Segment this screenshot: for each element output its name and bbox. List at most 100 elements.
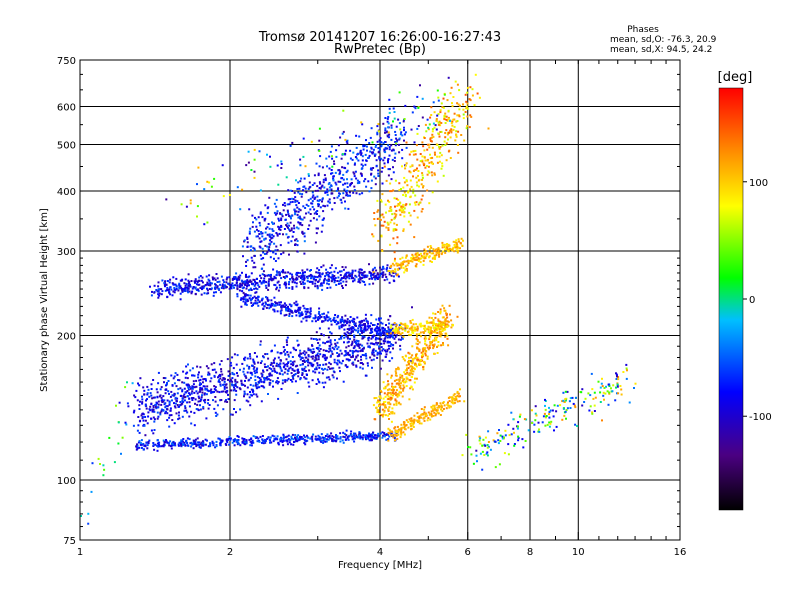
data-point	[168, 400, 171, 403]
data-point	[382, 340, 385, 342]
data-point	[465, 107, 468, 110]
data-point	[425, 165, 428, 167]
data-point	[400, 427, 403, 430]
data-point	[416, 412, 419, 415]
data-point	[436, 346, 438, 348]
data-point	[225, 286, 228, 289]
data-point	[278, 226, 281, 229]
data-point	[398, 324, 401, 327]
data-point	[352, 280, 354, 283]
data-point	[319, 182, 322, 185]
data-point	[271, 236, 274, 239]
data-point	[456, 391, 459, 394]
data-point	[398, 326, 401, 329]
data-point	[411, 373, 414, 376]
data-point	[378, 328, 381, 331]
data-point	[396, 425, 399, 428]
data-point	[234, 384, 237, 386]
data-point	[309, 310, 312, 313]
data-point	[177, 388, 180, 391]
data-point	[389, 207, 392, 210]
data-point	[313, 278, 315, 281]
data-point	[155, 407, 158, 410]
data-point	[391, 410, 394, 413]
data-point	[381, 436, 384, 439]
data-point	[209, 380, 212, 383]
data-point	[197, 409, 200, 412]
data-point	[333, 361, 336, 364]
data-point	[361, 159, 364, 162]
data-point	[199, 287, 202, 289]
data-point	[244, 303, 247, 306]
data-point	[177, 289, 180, 292]
data-point	[226, 276, 229, 279]
data-point	[394, 152, 397, 155]
data-point	[388, 388, 391, 391]
data-point	[225, 383, 228, 386]
data-point	[213, 287, 216, 290]
data-point	[327, 183, 330, 186]
data-point	[327, 274, 330, 276]
data-point	[309, 208, 312, 211]
data-point	[399, 344, 402, 347]
data-point	[222, 390, 225, 393]
data-point	[542, 415, 545, 418]
data-point	[240, 383, 243, 386]
data-point	[302, 281, 305, 284]
data-point	[337, 180, 340, 183]
data-point	[418, 341, 421, 344]
data-point	[223, 286, 226, 289]
data-point	[260, 380, 263, 383]
data-point	[327, 350, 330, 353]
data-point	[282, 269, 284, 272]
data-point	[393, 217, 396, 220]
data-point	[366, 362, 369, 365]
data-point	[401, 165, 403, 168]
data-point	[403, 260, 406, 263]
data-point	[387, 402, 390, 405]
data-point	[228, 287, 231, 290]
data-point	[262, 356, 265, 359]
data-point	[260, 400, 263, 403]
data-point	[298, 222, 301, 225]
data-point	[165, 440, 168, 443]
data-point	[297, 344, 300, 347]
data-point	[388, 146, 391, 149]
data-point	[394, 398, 397, 401]
data-point	[393, 111, 396, 113]
data-point	[327, 278, 330, 281]
data-point	[410, 128, 413, 131]
data-point	[378, 347, 381, 350]
data-point	[391, 270, 394, 273]
data-point	[263, 376, 265, 379]
data-point	[274, 252, 277, 255]
data-point	[293, 227, 296, 230]
data-point	[143, 424, 146, 427]
data-point	[206, 283, 209, 286]
data-point	[149, 392, 152, 395]
data-point	[423, 252, 426, 255]
data-point	[235, 282, 238, 285]
data-point	[162, 445, 165, 448]
data-point	[462, 103, 464, 106]
data-point	[300, 218, 303, 221]
data-point	[173, 402, 175, 405]
data-point	[171, 294, 174, 297]
data-point	[171, 384, 174, 387]
data-point	[236, 288, 239, 291]
data-point	[326, 165, 328, 168]
data-point	[384, 414, 387, 417]
data-point	[257, 437, 260, 440]
data-point	[437, 311, 440, 313]
data-point	[288, 253, 290, 256]
data-point	[279, 312, 282, 315]
data-point	[359, 350, 362, 353]
data-point	[300, 436, 303, 438]
data-point	[250, 442, 253, 445]
data-point	[240, 382, 243, 385]
data-point	[257, 284, 260, 287]
data-point	[424, 415, 427, 418]
data-point	[288, 224, 291, 227]
data-point	[298, 275, 300, 278]
data-point	[260, 385, 263, 388]
